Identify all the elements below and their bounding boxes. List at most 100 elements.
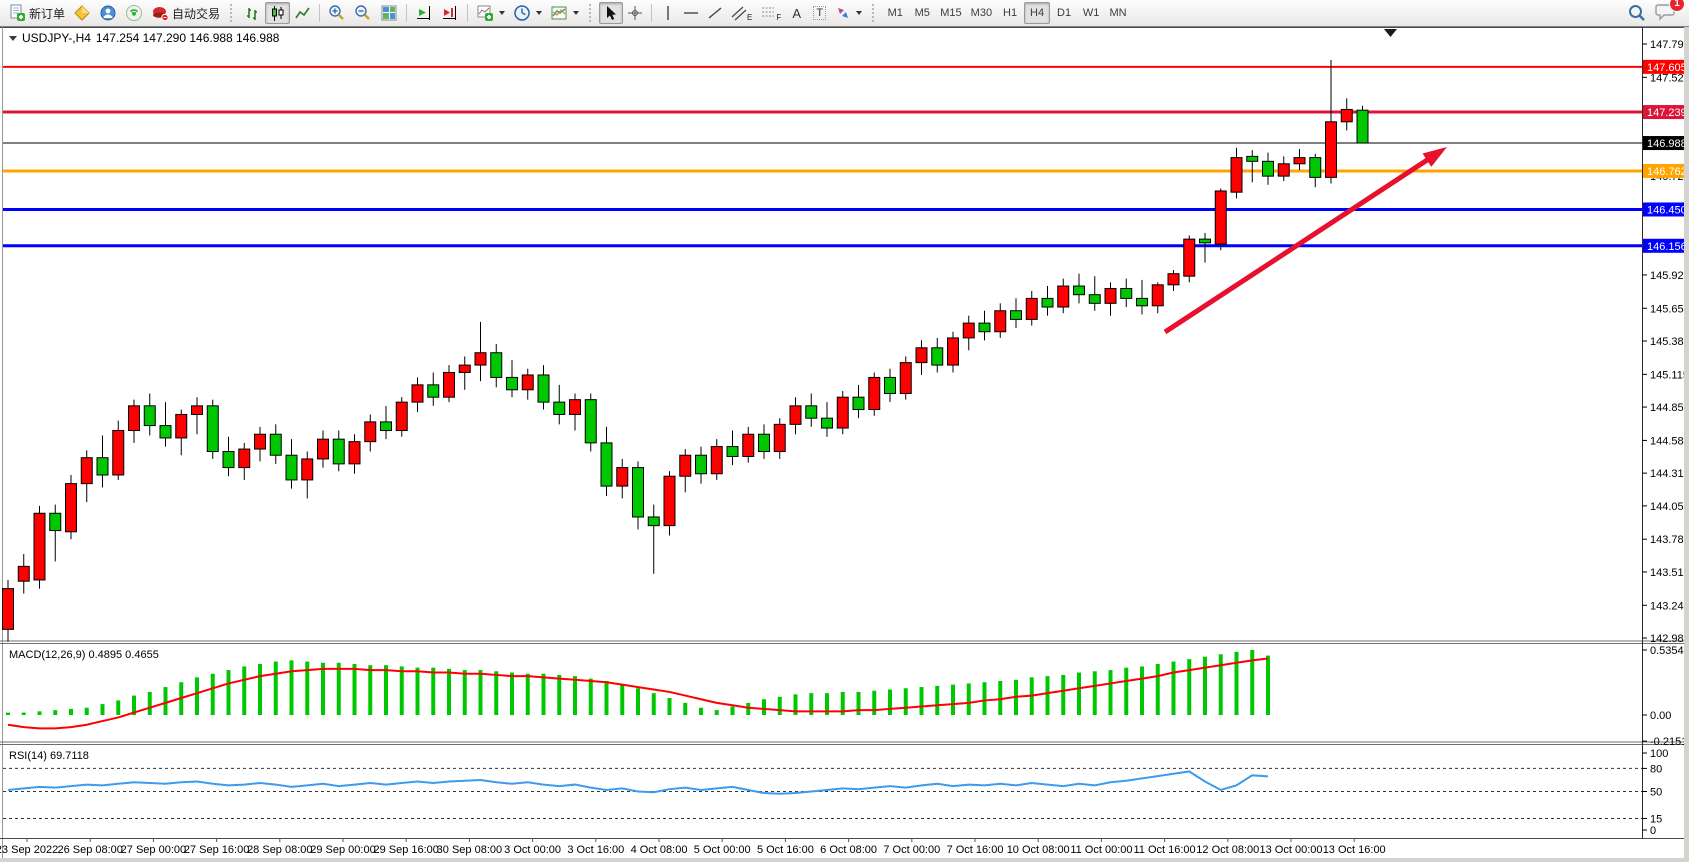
horizontal-line-icon — [684, 12, 699, 14]
text-tool-button[interactable]: A — [785, 2, 808, 24]
svg-text:145.385: 145.385 — [1650, 336, 1689, 348]
line-chart-icon — [295, 7, 310, 18]
toolbar-separator — [467, 4, 469, 22]
arrows-tool-button[interactable] — [831, 2, 866, 24]
main-toolbar: 新订单 自动交易 — [0, 0, 1689, 27]
macd-indicator-label: MACD(12,26,9) 0.4895 0.4655 — [9, 649, 159, 661]
svg-text:5 Oct 16:00: 5 Oct 16:00 — [757, 844, 814, 856]
bar-chart-type-button[interactable] — [240, 2, 265, 24]
chart-shift-marker — [1384, 29, 1397, 37]
chat-button[interactable]: 1 — [1655, 0, 1685, 26]
svg-text:147.790: 147.790 — [1650, 39, 1689, 51]
timeframe-d1-button[interactable]: D1 — [1051, 2, 1077, 24]
svg-text:144.580: 144.580 — [1650, 435, 1689, 447]
svg-text:147.239: 147.239 — [1647, 107, 1687, 119]
search-button[interactable] — [1627, 3, 1647, 23]
svg-text:6 Oct 08:00: 6 Oct 08:00 — [820, 844, 877, 856]
trend-arrow-annotation — [1163, 147, 1447, 335]
signals-icon — [126, 5, 143, 21]
text-label-tool-button[interactable]: T — [808, 2, 831, 24]
svg-text:12 Oct 08:00: 12 Oct 08:00 — [1196, 844, 1259, 856]
timeframe-mn-button[interactable]: MN — [1105, 2, 1131, 24]
trendline-tool-button[interactable] — [703, 2, 727, 24]
crosshair-tool-button[interactable] — [623, 2, 647, 24]
fibonacci-icon — [762, 7, 775, 17]
cursor-tool-button[interactable] — [599, 2, 624, 24]
svg-text:80: 80 — [1650, 763, 1662, 775]
tile-windows-button[interactable] — [376, 2, 402, 24]
chart-window-title: USDJPY-,H4 147.254 147.290 146.988 146.9… — [9, 31, 279, 45]
dropdown-caret — [573, 11, 580, 15]
svg-text:143.780: 143.780 — [1650, 534, 1689, 546]
svg-text:15: 15 — [1650, 813, 1662, 825]
autotrading-button[interactable]: 自动交易 — [147, 2, 224, 24]
price-axis[interactable]: 147.790147.520146.720145.920145.650145.3… — [1642, 39, 1689, 645]
templates-button[interactable] — [546, 2, 583, 24]
svg-text:29 Sep 00:00: 29 Sep 00:00 — [310, 844, 375, 856]
toolbar-grip — [872, 4, 878, 22]
new-order-label: 新订单 — [29, 6, 66, 21]
metaeditor-icon — [74, 5, 90, 21]
one-click-trading-collapse-icon[interactable] — [9, 35, 17, 41]
macd-pane — [6, 650, 1270, 730]
line-chart-type-button[interactable] — [290, 2, 315, 24]
window-right-border — [1684, 27, 1689, 862]
vertical-line-tool-button[interactable] — [656, 2, 679, 24]
candles-layer — [2, 60, 1369, 642]
zoom-out-button[interactable] — [350, 2, 376, 24]
auto-scroll-icon — [417, 6, 431, 20]
community-button[interactable] — [95, 2, 121, 24]
svg-text:146.988: 146.988 — [1647, 138, 1687, 150]
horizontal-line-tool-button[interactable] — [679, 2, 703, 24]
timeframe-h1-button[interactable]: H1 — [997, 2, 1023, 24]
svg-text:144.315: 144.315 — [1650, 468, 1689, 480]
channel-letter: E — [747, 12, 753, 22]
chart-ohlc-values: 147.254 147.290 146.988 146.988 — [95, 31, 280, 45]
svg-text:143.515: 143.515 — [1650, 567, 1689, 579]
timeframe-w1-button[interactable]: W1 — [1078, 2, 1104, 24]
new-order-icon — [10, 4, 25, 21]
zoom-in-button[interactable] — [324, 2, 350, 24]
window-bottom-border — [0, 858, 1689, 862]
timeframe-group: M1 M5 M15 M30 H1 H4 D1 W1 MN — [882, 2, 1131, 24]
svg-text:145.650: 145.650 — [1650, 303, 1689, 315]
autotrading-icon — [153, 7, 169, 22]
trendline-icon — [708, 7, 722, 19]
auto-scroll-button[interactable] — [411, 2, 437, 24]
indicators-icon — [477, 5, 494, 21]
timeframe-h4-button[interactable]: H4 — [1024, 2, 1051, 24]
svg-text:13 Oct 16:00: 13 Oct 16:00 — [1323, 844, 1386, 856]
svg-text:26 Sep 08:00: 26 Sep 08:00 — [57, 844, 122, 856]
timeframe-m30-button[interactable]: M30 — [967, 2, 996, 24]
svg-text:30 Sep 08:00: 30 Sep 08:00 — [437, 844, 502, 856]
svg-text:100: 100 — [1650, 748, 1668, 760]
metaeditor-button[interactable] — [69, 2, 95, 24]
timeframe-m5-button[interactable]: M5 — [909, 2, 935, 24]
fibonacci-tool-button[interactable]: F — [756, 2, 785, 24]
svg-text:145.115: 145.115 — [1650, 369, 1689, 381]
search-icon — [1629, 5, 1645, 21]
svg-text:28 Sep 08:00: 28 Sep 08:00 — [247, 844, 312, 856]
toolbar-separator — [651, 4, 653, 22]
signals-button[interactable] — [121, 2, 147, 24]
svg-text:13 Oct 00:00: 13 Oct 00:00 — [1260, 844, 1323, 856]
zoom-out-icon — [355, 5, 370, 20]
chart-shift-button[interactable] — [437, 2, 463, 24]
svg-text:146.450: 146.450 — [1647, 204, 1687, 216]
new-order-button[interactable]: 新订单 — [4, 2, 69, 24]
svg-text:147.520: 147.520 — [1650, 72, 1689, 84]
rsi-pane — [3, 767, 1642, 819]
candlestick-chart-type-button[interactable] — [265, 2, 291, 24]
svg-text:7 Oct 00:00: 7 Oct 00:00 — [883, 844, 940, 856]
svg-text:7 Oct 16:00: 7 Oct 16:00 — [947, 844, 1004, 856]
indicators-button[interactable] — [472, 2, 509, 24]
crosshair-icon — [628, 6, 643, 20]
timeframe-m15-button[interactable]: M15 — [936, 2, 965, 24]
equidistant-channel-tool-button[interactable]: E — [727, 2, 756, 24]
svg-text:3 Oct 16:00: 3 Oct 16:00 — [567, 844, 624, 856]
timeframe-m1-button[interactable]: M1 — [882, 2, 908, 24]
templates-icon — [551, 6, 567, 20]
periods-button[interactable] — [509, 2, 546, 24]
